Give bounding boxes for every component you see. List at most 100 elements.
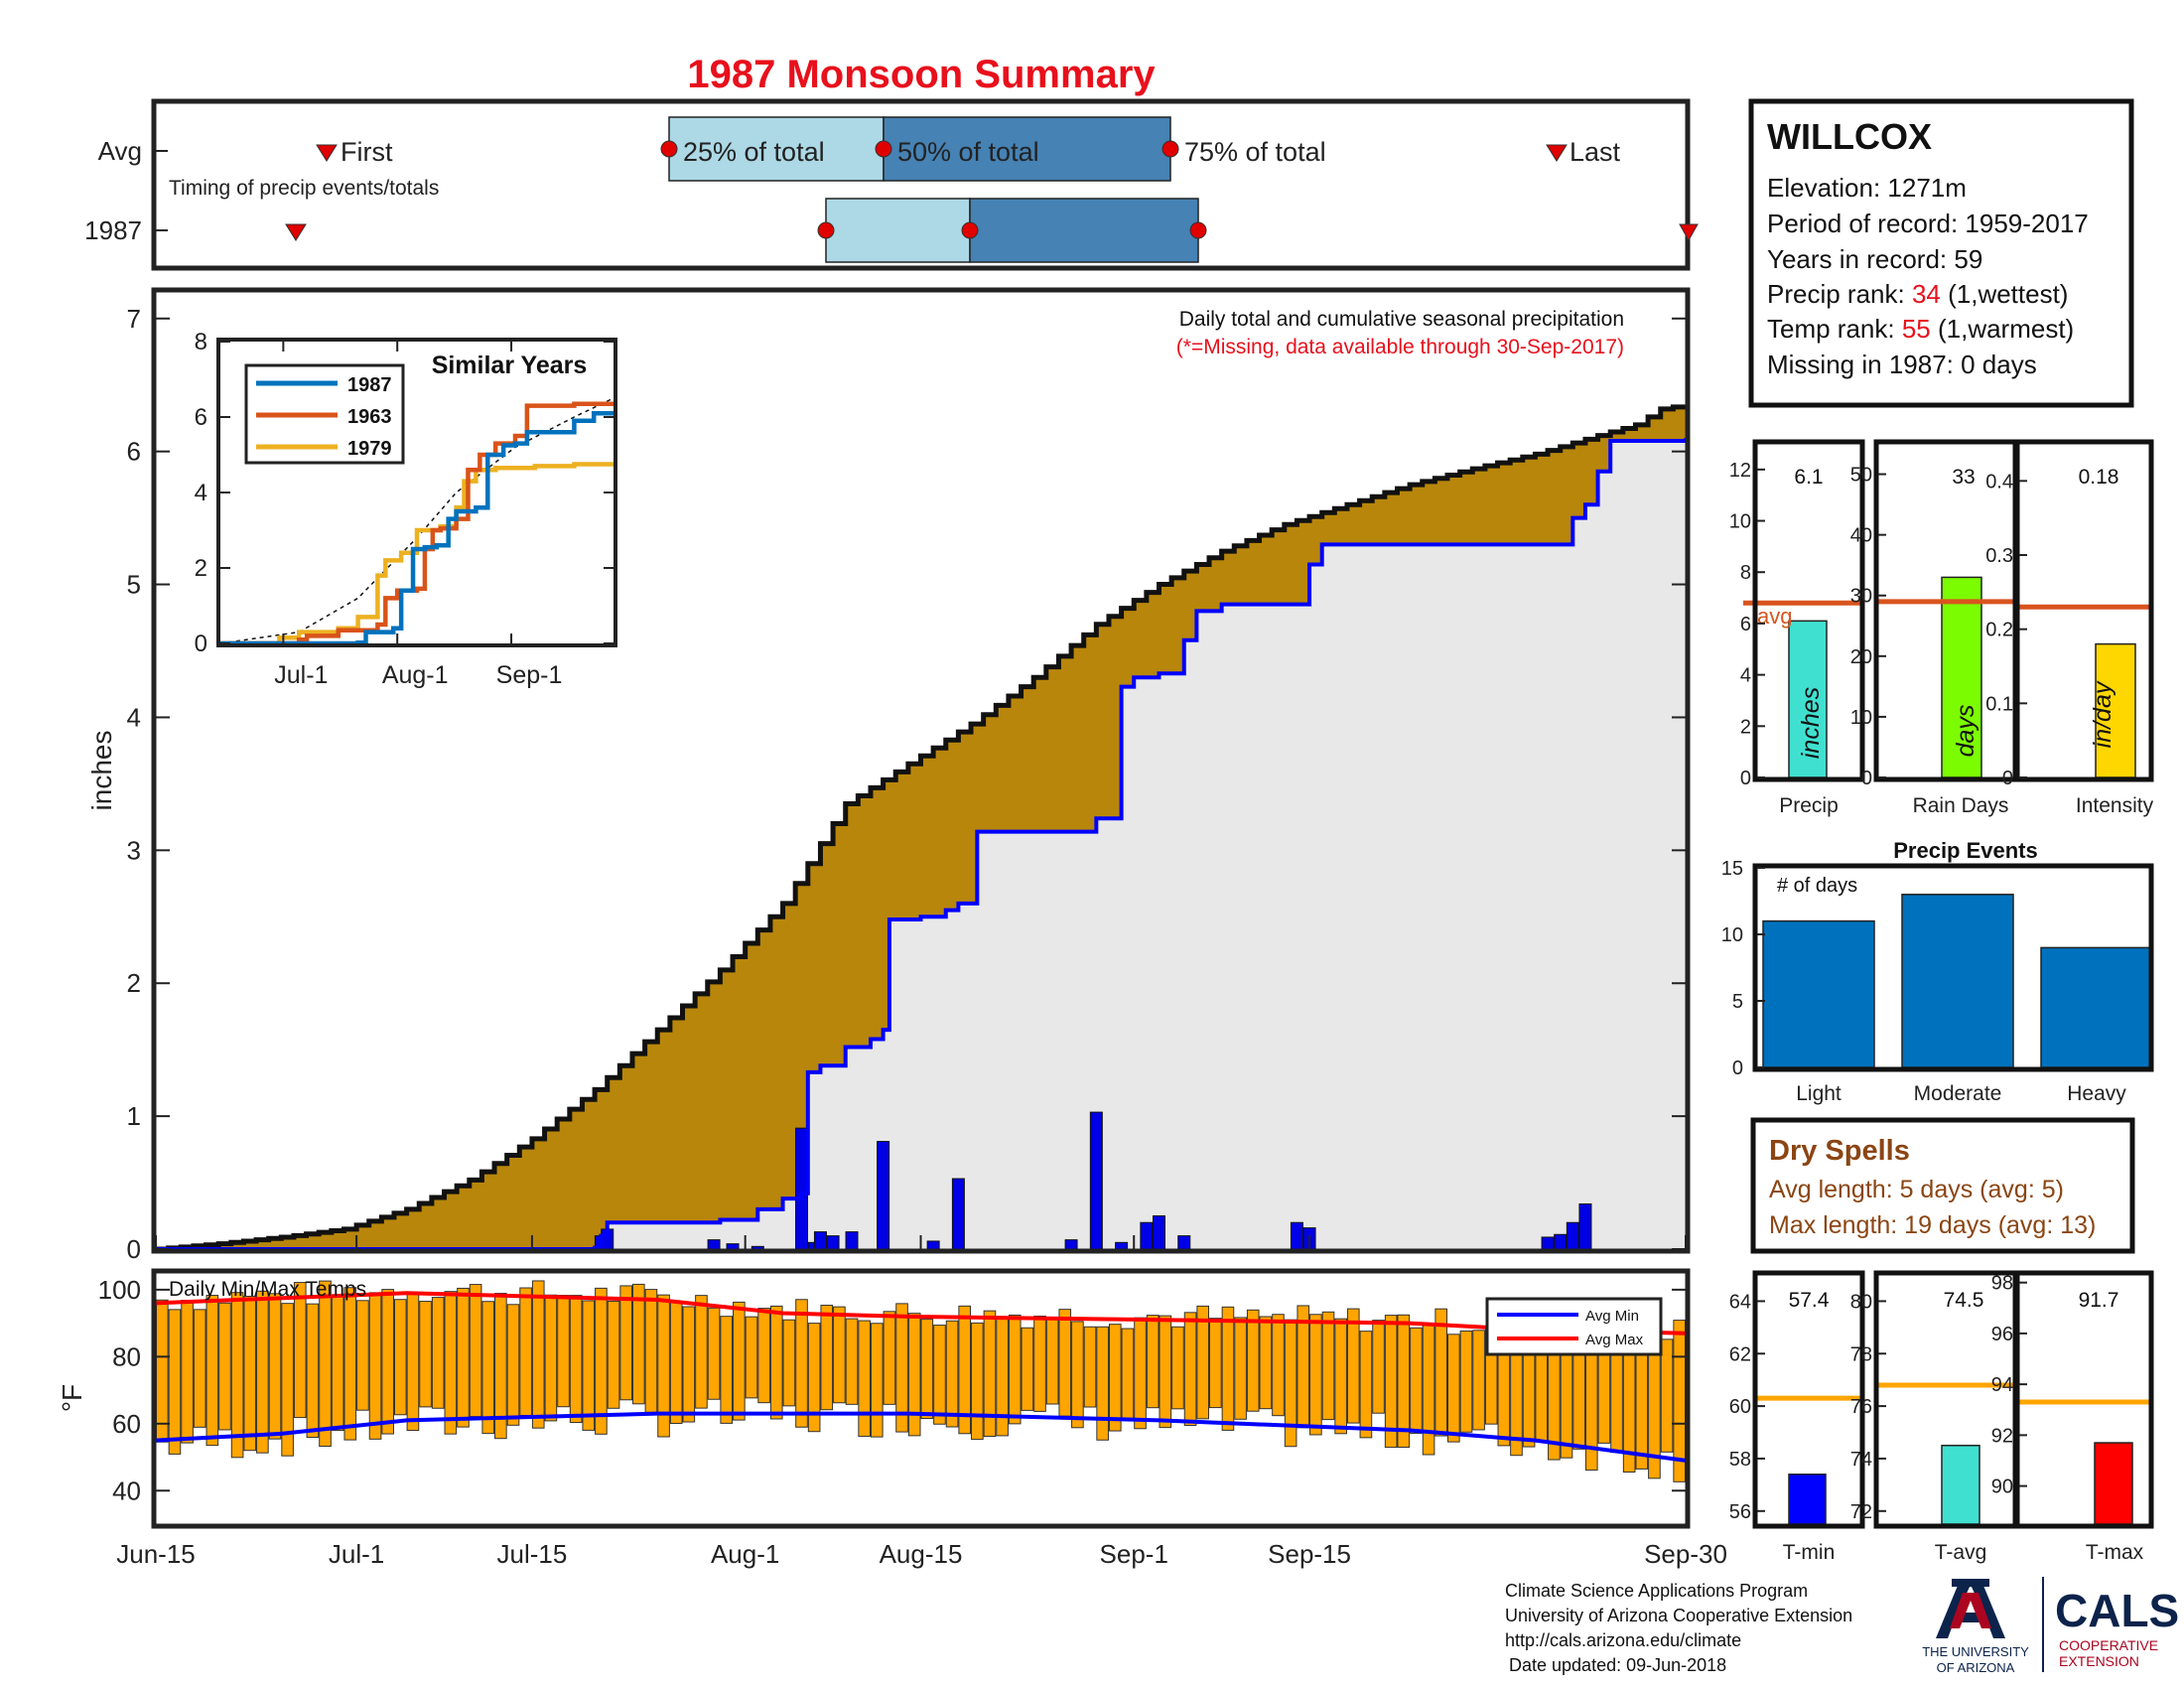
- panel-y-tick-label: 90: [1991, 1477, 2013, 1498]
- tmin-value: 57.4: [1789, 1289, 1830, 1312]
- temp-bar: [657, 1294, 670, 1438]
- panel-y-tick-label: 0: [2002, 768, 2013, 789]
- temp-bar: [1346, 1308, 1360, 1424]
- event-x-label: Moderate: [1914, 1082, 2002, 1105]
- tmax-y-axis: 90 92 94 96 98: [1991, 1273, 2027, 1498]
- station-missing: Missing in 1987: 0 days: [1767, 350, 2037, 379]
- last-event-avg-marker: [1546, 144, 1568, 162]
- precip-events-panel: Precip Events # of days 0 5 10 15 Light Mode…: [1721, 838, 2154, 1105]
- station-years: Years in record: 59: [1767, 244, 1982, 274]
- temp-bar: [1422, 1325, 1435, 1456]
- temp-bar: [733, 1301, 746, 1421]
- dry-spells-title: Dry Spells: [1769, 1135, 1910, 1167]
- daily-precip-bar: [1177, 1235, 1191, 1250]
- station-info-box: WILLCOX Elevation: 1271m Period of recor…: [1748, 98, 2134, 408]
- timing-year-label: 1987: [84, 215, 142, 245]
- daily-temp-bars: [156, 1280, 1687, 1482]
- event-bar: [1901, 894, 2014, 1068]
- panel-y-tick-label: 92: [1991, 1425, 2013, 1447]
- timing-first-label: First: [341, 137, 393, 167]
- y-tick-label: 4: [127, 702, 141, 732]
- temp-bar: [181, 1300, 194, 1444]
- inset-title: Similar Years: [432, 352, 588, 379]
- footer-line-4: Date updated: 09-Jun-2018: [1509, 1655, 1726, 1675]
- temp-bar: [682, 1306, 696, 1423]
- panel-y-tick-label: 80: [1850, 1291, 1872, 1313]
- panel-y-tick-label: 78: [1850, 1343, 1872, 1365]
- daily-precip-bar: [1566, 1221, 1579, 1250]
- temp-bar: [156, 1299, 169, 1443]
- daily-precip-bar: [1140, 1221, 1154, 1250]
- temp-bar: [820, 1305, 834, 1411]
- raindays-value: 33: [1952, 466, 1975, 489]
- events-x-axis: Light Moderate Heavy: [1796, 1082, 2126, 1105]
- station-elevation: Elevation: 1271m: [1767, 173, 1967, 203]
- main-chart: 0 1 2 3 4 5 6 7 Jun-15 Jul-1 Jul-15 Aug-1 Aug-15 Sep…: [86, 287, 1727, 1569]
- timing-box-avg-early: [668, 116, 885, 182]
- temp-bar: [1008, 1314, 1022, 1425]
- station-temp-rank: Temp rank: 55 (1,warmest): [1767, 314, 2074, 344]
- panel-y-tick-label: 12: [1729, 460, 1751, 482]
- temp-bar: [582, 1300, 596, 1431]
- temp-bar: [406, 1293, 420, 1432]
- temp-bar: [833, 1306, 846, 1404]
- intensity-value: 0.18: [2079, 466, 2119, 489]
- inset-y-tick-label: 2: [195, 555, 207, 582]
- temp-bar: [1071, 1321, 1084, 1429]
- y-tick-label: 1: [127, 1101, 141, 1131]
- x-tick-label: Jul-1: [329, 1539, 384, 1569]
- inset-y-tick-label: 6: [195, 404, 207, 431]
- dry-spells-avg: Avg length: 5 days (avg: 5): [1769, 1176, 2064, 1203]
- temp-bar: [1196, 1305, 1210, 1420]
- temp-bar: [168, 1309, 182, 1455]
- precip-total-bar: [1788, 620, 1828, 778]
- panel-y-tick-label: 74: [1850, 1449, 1872, 1471]
- temp-bar: [381, 1289, 394, 1435]
- panel-y-tick-label: 58: [1729, 1449, 1751, 1471]
- temp-bar: [356, 1300, 369, 1411]
- temp-bar: [256, 1290, 269, 1454]
- temp-bar: [958, 1305, 972, 1435]
- temp-bar: [619, 1285, 632, 1401]
- tmax-xlabel: T-max: [2086, 1541, 2144, 1564]
- inset-average-line: [219, 397, 614, 644]
- temp-bar: [720, 1316, 734, 1424]
- panel-y-tick-label: 96: [1991, 1324, 2013, 1345]
- timing-box-avg-late: [883, 116, 1171, 182]
- year-50pct-marker: [961, 221, 979, 239]
- timing-last-label: Last: [1570, 137, 1621, 167]
- precip-xlabel: Precip: [1779, 794, 1839, 817]
- y-tick-label: 7: [127, 304, 141, 334]
- daily-precip-bar: [726, 1243, 740, 1250]
- temp-bar: [431, 1297, 445, 1409]
- year-25pct-marker: [817, 221, 835, 239]
- dry-spells-box: Dry Spells Avg length: 5 days (avg: 5) M…: [1750, 1117, 2135, 1254]
- temp-bar: [393, 1299, 407, 1416]
- temp-bar: [971, 1322, 984, 1441]
- temp-bar: [494, 1293, 507, 1440]
- temp-bar: [1321, 1311, 1335, 1421]
- raindays-y-axis: 0 10 20 30 40 50: [1850, 465, 1886, 789]
- temp-bar: [1121, 1328, 1135, 1420]
- daily-precip-bar: [826, 1235, 840, 1250]
- temp-bar: [745, 1316, 758, 1399]
- timing-p50-label: 50% of total: [897, 137, 1039, 167]
- event-y-tick-label: 5: [1732, 991, 1743, 1013]
- temp-bar: [1359, 1331, 1373, 1439]
- event-y-tick-label: 15: [1721, 858, 1743, 880]
- main-y-label: inches: [86, 731, 117, 811]
- cals-wordmark: CALS: [2055, 1585, 2179, 1636]
- raindays-panel: 33 days Rain Days 0 10 20 30 40 50: [1850, 439, 2018, 817]
- panel-y-tick-label: 56: [1729, 1501, 1751, 1523]
- temp-bar: [1472, 1330, 1485, 1431]
- event-bar: [1762, 919, 1875, 1068]
- tmax-bar: [2094, 1442, 2133, 1525]
- x-tick-label: Jul-15: [497, 1539, 568, 1569]
- timing-p75-label: 75% of total: [1184, 137, 1326, 167]
- observed-cumulative-area: [156, 438, 1686, 1249]
- footer: Climate Science Applications Program Uni…: [1505, 1577, 2179, 1675]
- temps-plot-frame: [151, 1268, 1691, 1529]
- temp-bar: [531, 1280, 545, 1429]
- y-tick-label: 3: [127, 835, 141, 865]
